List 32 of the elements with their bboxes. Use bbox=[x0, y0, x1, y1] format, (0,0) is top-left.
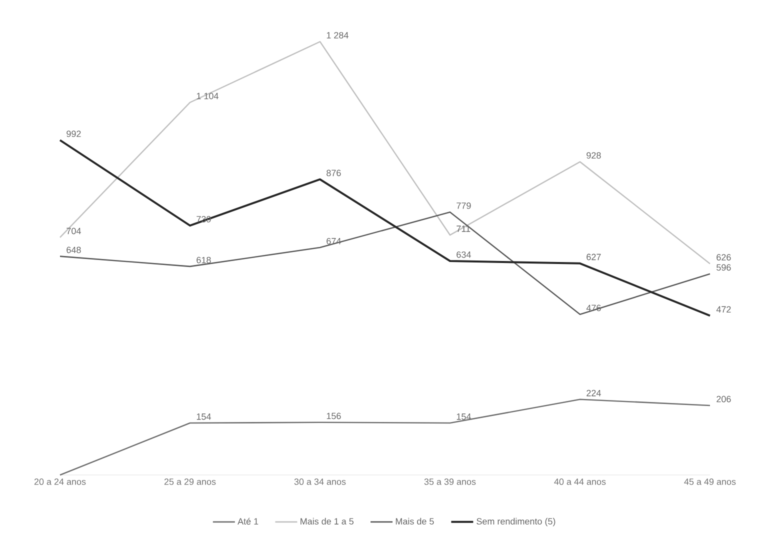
data-label: 634 bbox=[456, 251, 471, 258]
data-label: 1 104 bbox=[196, 92, 218, 100]
x-tick-label: 45 a 49 anos bbox=[684, 478, 736, 485]
data-label: 674 bbox=[326, 238, 341, 244]
data-label: 779 bbox=[456, 202, 471, 209]
legend-label: Até 1 bbox=[238, 518, 258, 525]
data-label: 992 bbox=[66, 130, 81, 138]
data-label: 618 bbox=[196, 256, 211, 264]
x-tick-label: 25 a 29 anos bbox=[164, 478, 216, 485]
data-label: 224 bbox=[586, 390, 601, 396]
legend-label: Mais de 1 a 5 bbox=[300, 518, 354, 525]
data-label: 206 bbox=[716, 396, 731, 402]
data-label: 596 bbox=[716, 264, 731, 271]
x-tick-label: 35 a 39 anos bbox=[424, 478, 476, 485]
data-label: 928 bbox=[586, 152, 601, 159]
data-label: 472 bbox=[716, 306, 731, 312]
data-label: 626 bbox=[716, 254, 731, 261]
legend-label: Sem rendimento (5) bbox=[476, 518, 556, 526]
x-tick-label: 40 a 44 anos bbox=[554, 478, 606, 485]
data-label: 627 bbox=[586, 254, 601, 260]
data-label: 154 bbox=[456, 414, 471, 420]
x-tick-label: 30 a 34 anos bbox=[294, 478, 346, 485]
data-label: 648 bbox=[66, 246, 81, 254]
legend-label: Mais de 5 bbox=[396, 518, 434, 525]
data-label: 711 bbox=[456, 226, 470, 232]
data-label: 154 bbox=[196, 414, 211, 420]
data-label: 704 bbox=[66, 228, 81, 234]
data-label: 876 bbox=[326, 170, 341, 176]
data-label: 156 bbox=[326, 412, 341, 420]
x-tick-label: 20 a 24 anos bbox=[34, 478, 86, 485]
data-label: 476 bbox=[586, 304, 601, 312]
data-label: 1 284 bbox=[326, 32, 348, 38]
